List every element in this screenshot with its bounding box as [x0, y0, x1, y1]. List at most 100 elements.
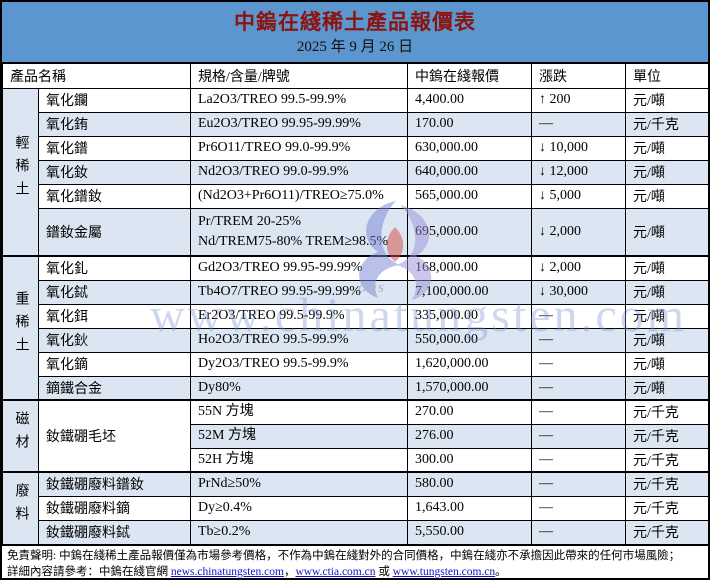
spec-cell: Pr/TREM 20-25% Nd/TREM75-80% TREM≥98.5%: [190, 207, 408, 257]
disclaimer-suffix: 。: [495, 565, 507, 578]
spec-line: PrNd≥50%: [198, 476, 261, 492]
spec-cell: Eu2O3/TREO 99.95-99.99%: [190, 111, 408, 137]
price-cell: 1,643.00: [407, 495, 532, 521]
spec-line: (Nd2O3+Pr6O11)/TREO≥75.0%: [198, 188, 384, 203]
change-cell: —: [531, 375, 626, 401]
table-row: 52H 方塊 300.00— 元/千克: [3, 447, 708, 473]
disclaimer-separator-1: ，: [283, 565, 296, 578]
spec-cell: 52M 方塊: [190, 423, 408, 449]
unit-cell: 元/噸: [625, 375, 708, 401]
spec-cell: Ho2O3/TREO 99.5-99.9%: [190, 327, 408, 353]
spec-cell: 55N 方塊: [190, 399, 408, 425]
link-tungsten[interactable]: www.tungsten.com.cn: [392, 565, 496, 578]
spec-line: Dy2O3/TREO 99.5-99.9%: [198, 356, 349, 371]
change-cell: ↓ 2,000: [531, 207, 626, 257]
change-cell: ↓ 2,000: [531, 255, 626, 281]
product-name-cell: 氧化鉺: [38, 303, 191, 329]
product-name-cell: 氧化鈥: [38, 327, 191, 353]
link-ctia[interactable]: www.ctia.com.cn: [295, 565, 376, 578]
table-row: 氧化鈥 Ho2O3/TREO 99.5-99.9% 550,000.00— 元/噸: [3, 327, 708, 353]
price-cell: 565,000.00: [407, 183, 532, 209]
unit-cell: 元/噸: [625, 207, 708, 257]
spec-line: Er2O3/TREO 99.5-99.9%: [198, 308, 345, 323]
price-cell: 1,570,000.00: [407, 375, 532, 401]
product-name-cell: 氧化釓: [38, 255, 191, 281]
product-name-cell: 氧化釹: [38, 159, 191, 185]
table-row: 輕稀土 氧化鑭 La2O3/TREO 99.5-99.9% 4,400.00 ↑ 200…: [2, 87, 708, 257]
spec-line: Tb≥0.2%: [198, 524, 251, 539]
table-row: 氧化銪 Eu2O3/TREO 99.95-99.99% 170.00— 元/千克: [3, 111, 708, 137]
price-cell: 695,000.00: [407, 207, 532, 257]
spec-cell: Dy≥0.4%: [190, 495, 408, 521]
change-cell: —: [531, 447, 626, 473]
price-cell: 5,550.00: [407, 519, 532, 545]
unit-cell: 元/千克: [625, 471, 708, 497]
table-row: 廢料 釹鐵硼廢料鐠釹 PrNd≥50% 580.00— 元/千克: [2, 471, 708, 545]
disclaimer-line2-prefix: 詳細內容請參考：中鎢在綫官網: [7, 565, 171, 578]
unit-cell: 元/千克: [625, 399, 708, 425]
spec-line: Nd2O3/TREO 99.0-99.9%: [198, 164, 349, 179]
disclaimer: 免責聲明: 中鎢在綫稀土產品報價僅為市場參考價格，不作為中鎢在綫對外的合同價格，…: [2, 544, 708, 579]
price-table: 產品名稱 規格/含量/牌號 中鎢在綫報價 漲跌 單位 輕稀土 氧化鑭 La2O3/T…: [2, 62, 708, 545]
product-name-cell: 鏑鐵合金: [38, 375, 191, 401]
spec-cell: 52H 方塊: [190, 447, 408, 473]
price-cell: 4,400.00: [407, 87, 532, 113]
spec-cell: Dy2O3/TREO 99.5-99.9%: [190, 351, 408, 377]
report-title: 中鎢在綫稀土產品報價表: [234, 10, 476, 34]
product-name-cell: 釹鐵硼廢料鏑: [38, 495, 191, 521]
table-row: 氧化鐠釹 (Nd2O3+Pr6O11)/TREO≥75.0% 565,000.00 ↓…: [3, 183, 708, 209]
spec-line: 52H 方塊: [198, 451, 254, 467]
unit-cell: 元/噸: [625, 279, 708, 305]
spec-cell: Tb4O7/TREO 99.95-99.99%: [190, 279, 408, 305]
disclaimer-line2: 詳細內容請參考：中鎢在綫官網 news.chinatungsten.com，ww…: [7, 564, 704, 579]
price-cell: 1,620,000.00: [407, 351, 532, 377]
unit-cell: 元/噸: [625, 303, 708, 329]
spec-cell: PrNd≥50%: [190, 471, 408, 497]
product-name-cell: 釹鐵硼毛坯: [38, 399, 191, 473]
spec-line: Dy80%: [198, 379, 241, 395]
price-cell: 170.00: [407, 111, 532, 137]
price-cell: 7,100,000.00: [407, 279, 532, 305]
spec-line: 52M 方塊: [198, 428, 256, 443]
unit-cell: 元/噸: [625, 183, 708, 209]
spec-line: Pr/TREM 20-25%: [198, 213, 302, 229]
spec-line: La2O3/TREO 99.5-99.9%: [198, 92, 347, 107]
category-cell: 廢料: [2, 471, 39, 545]
table-row: 氧化鏑 Dy2O3/TREO 99.5-99.9% 1,620,000.00— 元/噸: [3, 351, 708, 377]
table-row: 磁材 釹鐵硼毛坯 55N 方塊 270.00— 元/千克: [2, 399, 708, 473]
table-row: 釹鐵硼廢料鋱 Tb≥0.2% 5,550.00— 元/千克: [3, 519, 708, 545]
change-cell: —: [531, 327, 626, 353]
spec-cell: Dy80%: [190, 375, 408, 401]
spec-line: Gd2O3/TREO 99.95-99.99%: [198, 260, 363, 276]
unit-cell: 元/噸: [625, 159, 708, 185]
product-name-cell: 釹鐵硼廢料鐠釹: [38, 471, 191, 497]
disclaimer-separator-2: 或: [375, 565, 393, 578]
price-cell: 550,000.00: [407, 327, 532, 353]
table-row: 氧化鉺 Er2O3/TREO 99.5-99.9% 335,000.00— 元/噸: [3, 303, 708, 329]
spec-line: Nd/TREM75-80% TREM≥98.5%: [198, 233, 389, 249]
product-name-cell: 釹鐵硼廢料鋱: [38, 519, 191, 545]
category-cell: 磁材: [2, 399, 39, 473]
unit-cell: 元/噸: [625, 327, 708, 353]
link-news-chinatungsten[interactable]: news.chinatungsten.com: [170, 565, 284, 578]
change-cell: —: [531, 351, 626, 377]
unit-cell: 元/噸: [625, 351, 708, 377]
table-row: 氧化釹 Nd2O3/TREO 99.0-99.9% 640,000.00 ↓ 12,0…: [3, 159, 708, 185]
price-cell: 580.00: [407, 471, 532, 497]
change-cell: —: [531, 495, 626, 521]
product-name-cell: 鐠釹金屬: [38, 207, 191, 257]
category-label: 廢料: [13, 482, 29, 529]
column-header-product-name: 產品名稱: [2, 62, 191, 89]
product-name-cell: 氧化鋱: [38, 279, 191, 305]
spec-line: Eu2O3/TREO 99.95-99.99%: [198, 116, 361, 131]
unit-cell: 元/噸: [625, 255, 708, 281]
spec-cell: La2O3/TREO 99.5-99.9%: [190, 87, 408, 113]
spec-cell: Pr6O11/TREO 99.0-99.9%: [190, 135, 408, 161]
spec-cell: Nd2O3/TREO 99.0-99.9%: [190, 159, 408, 185]
column-header-unit: 單位: [625, 62, 708, 89]
price-cell: 276.00: [407, 423, 532, 449]
price-cell: 270.00: [407, 399, 532, 425]
table-row: 鐠釹金屬 Pr/TREM 20-25% Nd/TREM75-80% TREM≥98.…: [3, 207, 708, 257]
report-header: 中鎢在綫稀土產品報價表 2025 年 9 月 26 日: [2, 2, 708, 62]
change-cell: —: [531, 423, 626, 449]
